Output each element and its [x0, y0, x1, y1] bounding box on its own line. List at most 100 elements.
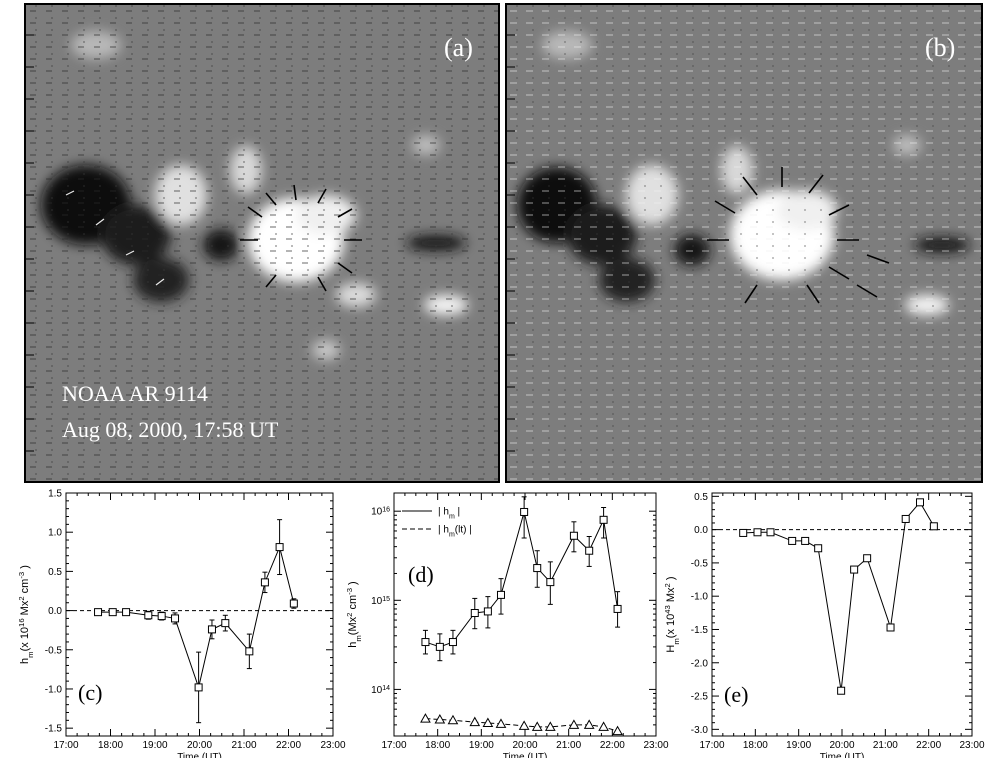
- data-point-square: [863, 554, 872, 563]
- x-tick-label: 18:00: [98, 740, 123, 751]
- data-point-square: [122, 608, 131, 617]
- data-point-square: [929, 522, 938, 531]
- chart-c: 17:00 18:00 19:00 20:00 21:00 22:00 23:00 -1.5 -…: [17, 489, 346, 758]
- y-tick-label: -1.0: [45, 684, 63, 695]
- data-point-triangle: [568, 719, 580, 729]
- data-point-square: [520, 507, 529, 516]
- data-point-triangle: [447, 714, 459, 725]
- data-point-square: [448, 638, 457, 647]
- y-tick-label: 1014: [371, 684, 390, 696]
- data-point-square: [533, 564, 542, 573]
- data-point-square: [435, 642, 444, 651]
- x-tick-label: 19:00: [142, 740, 167, 751]
- magnetogram-panel-a: (a) NOAA AR 9114 Aug 08, 2000, 17:58 UT: [24, 3, 500, 483]
- x-tick-label: 20:00: [512, 740, 537, 751]
- data-point-square: [144, 611, 153, 620]
- data-point-square: [739, 528, 748, 537]
- data-point-square: [613, 604, 622, 613]
- x-tick-label: 19:00: [469, 740, 494, 751]
- x-tick-label: 19:00: [786, 740, 811, 751]
- data-point-triangle: [495, 718, 507, 728]
- data-point-square: [599, 515, 608, 524]
- y-tick-label: -0.5: [691, 558, 709, 569]
- chart-e: 17:00 18:00 19:00 20:00 21:00 22:00 23:00 -3.0 -…: [663, 492, 985, 758]
- chart-d: 17:00 18:00 19:00 20:00 21:00 22:00 23:00 1014 1…: [345, 492, 669, 758]
- legend-label-1: | hm(lt) |: [438, 525, 472, 539]
- y-axis-label: Hm(x 1043 Mx2 ): [663, 576, 681, 652]
- data-point-square: [245, 647, 254, 656]
- data-point-triangle: [598, 721, 609, 731]
- y-tick-label: -1.5: [45, 724, 63, 735]
- data-point-square: [569, 531, 578, 540]
- data-point-triangle: [583, 719, 595, 729]
- data-point-square: [483, 607, 492, 616]
- x-tick-label: 17:00: [53, 740, 78, 751]
- x-tick-label: 23:00: [643, 740, 668, 751]
- data-point-square: [837, 686, 846, 695]
- x-axis-label: Time (UT): [177, 752, 222, 758]
- x-tick-label: 23:00: [320, 740, 345, 751]
- data-point-square: [157, 612, 166, 621]
- x-tick-label: 21:00: [556, 740, 581, 751]
- y-tick-label: -3.0: [691, 725, 709, 736]
- x-tick-label: 18:00: [425, 740, 450, 751]
- panel-label: (e): [724, 682, 748, 707]
- data-point-triangle: [518, 720, 530, 730]
- data-point-square: [901, 514, 910, 523]
- x-tick-label: 20:00: [829, 740, 854, 751]
- y-tick-label: -2.0: [691, 658, 709, 669]
- y-tick-label: 1.5: [48, 489, 62, 500]
- series-line-0: [98, 545, 295, 690]
- data-point-square: [766, 528, 775, 537]
- data-point-square: [916, 498, 924, 507]
- plot-frame: [393, 492, 657, 737]
- data-point-triangle: [482, 717, 494, 727]
- x-tick-label: 22:00: [916, 740, 941, 751]
- data-point-square: [585, 546, 594, 555]
- data-point-square: [850, 565, 859, 574]
- legend-label-0: | hm |: [438, 507, 460, 521]
- x-tick-label: 21:00: [231, 740, 256, 751]
- y-tick-label: -1.5: [691, 625, 709, 636]
- y-tick-label: 0.5: [694, 492, 708, 503]
- x-tick-label: 17:00: [381, 740, 406, 751]
- data-point-square: [94, 608, 103, 617]
- y-tick-label: -1.0: [691, 592, 709, 603]
- x-tick-label: 21:00: [873, 740, 898, 751]
- data-point-triangle: [434, 713, 446, 724]
- y-tick-label: 0.0: [48, 606, 62, 617]
- x-tick-label: 20:00: [187, 740, 212, 751]
- y-axis-label: hm(x 1016 Mx2 cm-3 ): [17, 565, 35, 664]
- y-tick-label: 1016: [371, 506, 390, 518]
- x-tick-label: 23:00: [959, 740, 984, 751]
- y-tick-label: 0.5: [48, 567, 62, 578]
- region-name: NOAA AR 9114: [62, 381, 208, 406]
- y-tick-label: -0.5: [45, 645, 63, 656]
- y-tick-label: 1.0: [48, 528, 62, 539]
- observation-date: Aug 08, 2000, 17:58 UT: [62, 417, 279, 442]
- x-axis-label: Time (UT): [820, 752, 865, 758]
- x-tick-label: 18:00: [743, 740, 768, 751]
- x-tick-label: 22:00: [276, 740, 301, 751]
- data-point-triangle: [544, 721, 556, 731]
- panel-b-label: (b): [925, 33, 956, 62]
- data-point-square: [421, 638, 430, 647]
- magnetogram-b-image: [507, 5, 981, 481]
- data-point-square: [753, 528, 762, 537]
- data-point-triangle: [420, 713, 431, 723]
- data-point-square: [496, 590, 505, 599]
- data-point-square: [289, 599, 298, 608]
- panel-label: (c): [78, 680, 102, 705]
- data-point-square: [886, 623, 895, 632]
- magnetogram-a-image: [26, 5, 498, 481]
- panel-a-label: (a): [444, 33, 473, 62]
- y-tick-label: 1015: [371, 595, 390, 607]
- plot-frame: [65, 492, 334, 737]
- data-point-square: [788, 536, 797, 545]
- data-point-square: [207, 625, 216, 634]
- data-point-square: [221, 619, 230, 628]
- y-tick-label: -2.5: [691, 692, 709, 703]
- data-point-triangle: [612, 725, 623, 736]
- data-point-square: [171, 614, 180, 623]
